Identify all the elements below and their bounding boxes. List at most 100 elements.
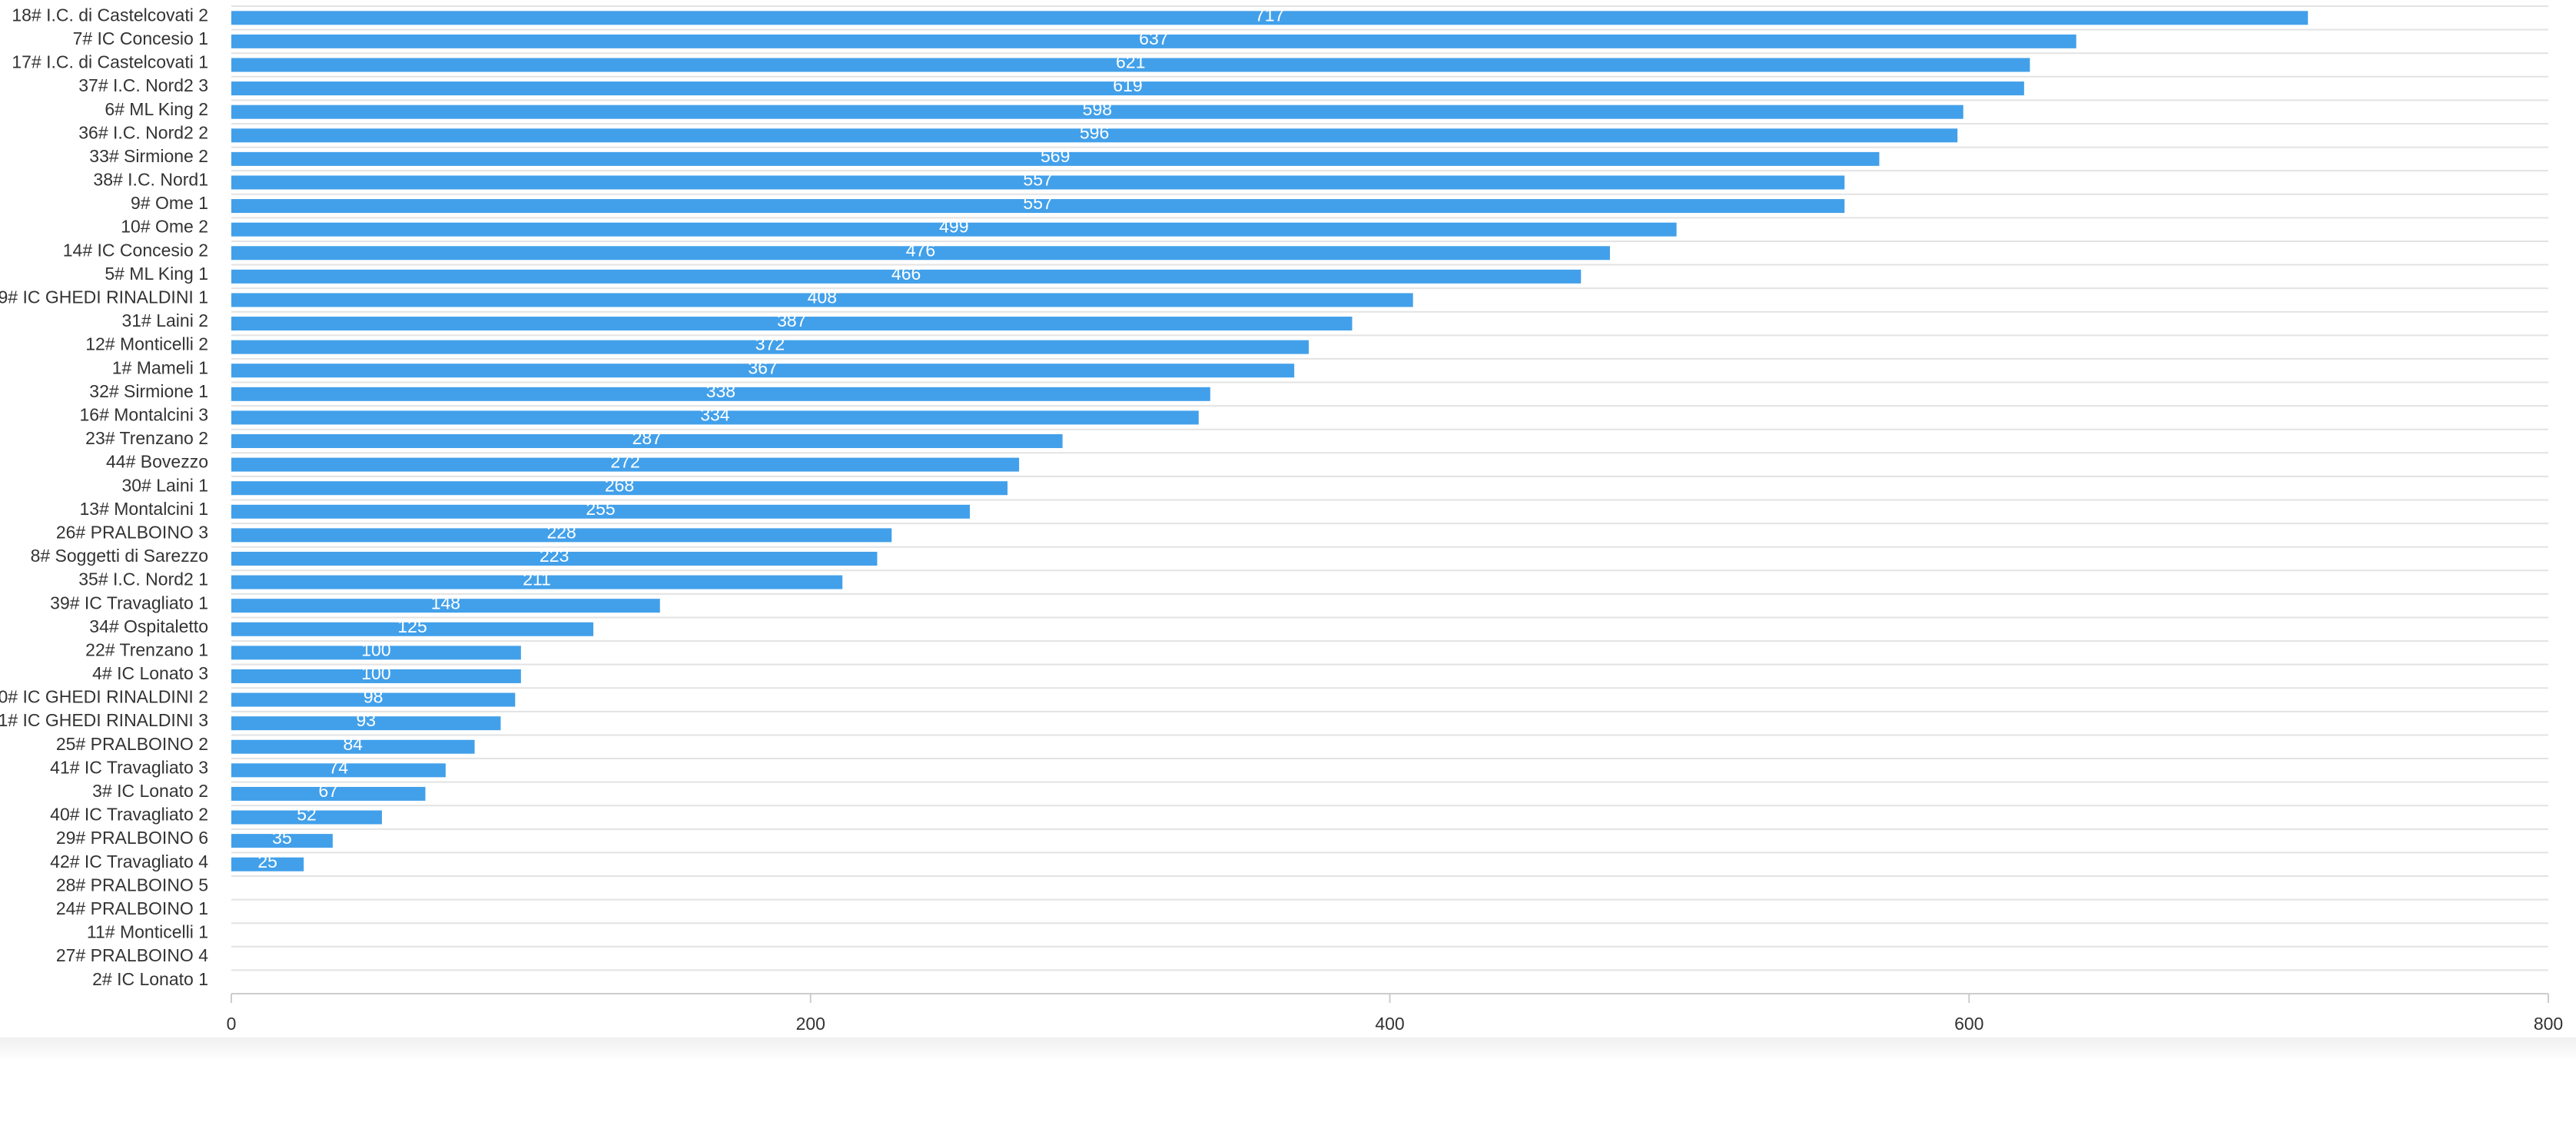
value-label: 52 bbox=[297, 805, 317, 825]
bar bbox=[231, 599, 660, 613]
value-label: 223 bbox=[539, 546, 569, 566]
value-label: 84 bbox=[343, 734, 363, 754]
y-tick-label: 24# PRALBOINO 1 bbox=[56, 898, 208, 918]
y-tick-label: 12# Monticelli 2 bbox=[85, 334, 208, 354]
y-tick-label: 27# PRALBOINO 4 bbox=[56, 945, 208, 965]
y-tick-label: 36# I.C. Nord2 2 bbox=[78, 122, 208, 142]
y-tick-label: 18# I.C. di Castelcovati 2 bbox=[12, 5, 208, 25]
value-label: 211 bbox=[523, 569, 551, 589]
value-label: 255 bbox=[586, 499, 615, 519]
y-tick-label: 41# IC Travagliato 3 bbox=[50, 757, 208, 777]
value-label: 125 bbox=[397, 616, 427, 636]
bar bbox=[231, 410, 1199, 425]
y-tick-label: 17# I.C. di Castelcovati 1 bbox=[12, 52, 208, 72]
bar bbox=[231, 81, 2024, 96]
bar bbox=[231, 622, 594, 636]
bar bbox=[231, 528, 892, 543]
y-tick-label: 25# PRALBOINO 2 bbox=[56, 734, 208, 754]
value-label: 466 bbox=[891, 264, 921, 284]
x-tick-label: 200 bbox=[796, 1014, 825, 1034]
y-tick-label: 2# IC Lonato 1 bbox=[92, 969, 208, 989]
value-label: 637 bbox=[1139, 28, 1168, 48]
y-tick-label: 39# IC Travagliato 1 bbox=[50, 593, 208, 612]
x-tick-label: 400 bbox=[1375, 1014, 1404, 1034]
bar bbox=[231, 810, 382, 825]
bar bbox=[231, 646, 521, 660]
value-label: 338 bbox=[706, 381, 735, 401]
value-label: 35 bbox=[272, 828, 292, 848]
value-label: 619 bbox=[1113, 75, 1142, 95]
y-tick-label: 6# ML King 2 bbox=[105, 99, 208, 119]
value-label: 268 bbox=[605, 475, 634, 495]
y-tick-label: 42# IC Travagliato 4 bbox=[50, 852, 208, 871]
value-label: 476 bbox=[906, 240, 935, 260]
y-tick-label: 19# IC GHEDI RINALDINI 1 bbox=[0, 287, 208, 307]
value-label: 499 bbox=[939, 217, 968, 237]
bar bbox=[231, 504, 971, 519]
bar bbox=[231, 269, 1582, 284]
value-label: 100 bbox=[361, 663, 390, 683]
x-tick-label: 0 bbox=[227, 1014, 237, 1034]
bar bbox=[231, 340, 1309, 354]
bar bbox=[231, 669, 521, 683]
y-tick-label: 13# Montalcini 1 bbox=[80, 499, 209, 519]
value-label: 98 bbox=[363, 687, 383, 707]
y-tick-label: 28# PRALBOINO 5 bbox=[56, 875, 208, 895]
y-tick-label: 38# I.C. Nord1 bbox=[93, 170, 208, 190]
y-tick-label: 33# Sirmione 2 bbox=[89, 146, 208, 166]
value-label: 74 bbox=[329, 757, 349, 777]
bar bbox=[231, 739, 475, 754]
y-tick-label: 8# Soggetti di Sarezzo bbox=[31, 546, 208, 566]
y-tick-label: 10# Ome 2 bbox=[121, 217, 208, 237]
bar bbox=[231, 199, 1845, 214]
shadow bbox=[0, 1037, 2576, 1061]
value-label: 557 bbox=[1023, 193, 1052, 213]
y-tick-label: 26# PRALBOINO 3 bbox=[56, 522, 208, 542]
y-tick-label: 7# IC Concesio 1 bbox=[73, 28, 208, 48]
value-label: 287 bbox=[632, 428, 662, 448]
y-tick-label: 14# IC Concesio 2 bbox=[63, 240, 208, 260]
x-tick-label: 600 bbox=[1954, 1014, 1983, 1034]
bar bbox=[231, 834, 333, 848]
bar bbox=[231, 34, 2076, 48]
y-tick-label: 30# Laini 1 bbox=[121, 475, 208, 495]
value-label: 272 bbox=[610, 452, 639, 472]
bar bbox=[231, 481, 1008, 496]
bar bbox=[231, 387, 1210, 401]
x-tick-label: 800 bbox=[2534, 1014, 2563, 1034]
value-label: 557 bbox=[1023, 170, 1052, 190]
value-label: 596 bbox=[1080, 122, 1109, 142]
y-tick-label: 40# IC Travagliato 2 bbox=[50, 805, 208, 825]
bar bbox=[231, 317, 1353, 331]
value-label: 334 bbox=[700, 404, 730, 424]
y-tick-label: 9# Ome 1 bbox=[131, 193, 208, 213]
value-label: 408 bbox=[808, 287, 837, 307]
y-tick-label: 4# IC Lonato 3 bbox=[92, 663, 208, 683]
value-label: 387 bbox=[777, 310, 806, 330]
bar bbox=[231, 151, 1880, 166]
y-tick-label: 11# Monticelli 1 bbox=[87, 922, 208, 942]
y-tick-label: 20# IC GHEDI RINALDINI 2 bbox=[0, 687, 208, 707]
y-tick-label: 31# Laini 2 bbox=[121, 310, 208, 330]
bar bbox=[231, 222, 1677, 237]
value-label: 598 bbox=[1083, 99, 1112, 119]
bar bbox=[231, 551, 878, 566]
bar bbox=[231, 692, 516, 707]
bar bbox=[231, 575, 843, 589]
bar bbox=[231, 105, 1964, 119]
y-tick-label: 3# IC Lonato 2 bbox=[92, 781, 208, 801]
y-tick-label: 1# Mameli 1 bbox=[112, 357, 208, 377]
value-label: 67 bbox=[318, 781, 338, 801]
bar bbox=[231, 11, 2309, 25]
y-tick-label: 34# Ospitaletto bbox=[89, 616, 208, 636]
bar bbox=[231, 857, 304, 871]
bar bbox=[231, 716, 501, 731]
bar bbox=[231, 786, 426, 801]
y-tick-label: 29# PRALBOINO 6 bbox=[56, 828, 208, 848]
bar bbox=[231, 457, 1020, 472]
y-tick-label: 32# Sirmione 1 bbox=[89, 381, 208, 401]
value-label: 621 bbox=[1116, 52, 1145, 72]
y-tick-label: 44# Bovezzo bbox=[106, 452, 208, 472]
